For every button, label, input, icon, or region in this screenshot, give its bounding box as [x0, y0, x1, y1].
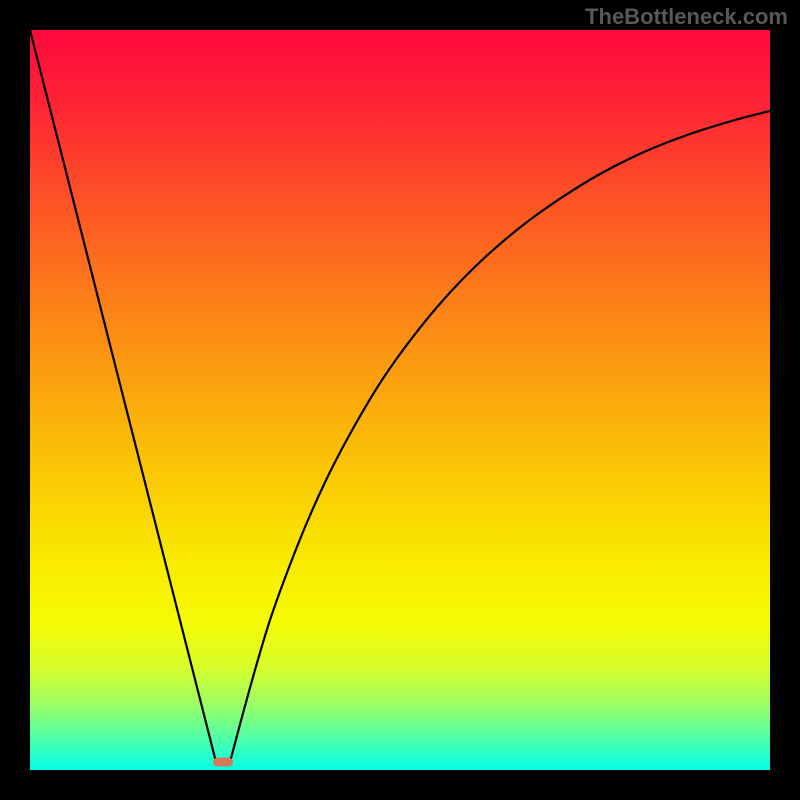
watermark-text: TheBottleneck.com	[585, 4, 788, 30]
minimum-marker	[213, 758, 233, 767]
plot-area	[30, 30, 770, 770]
gradient-background	[30, 30, 770, 770]
chart-container: TheBottleneck.com	[0, 0, 800, 800]
